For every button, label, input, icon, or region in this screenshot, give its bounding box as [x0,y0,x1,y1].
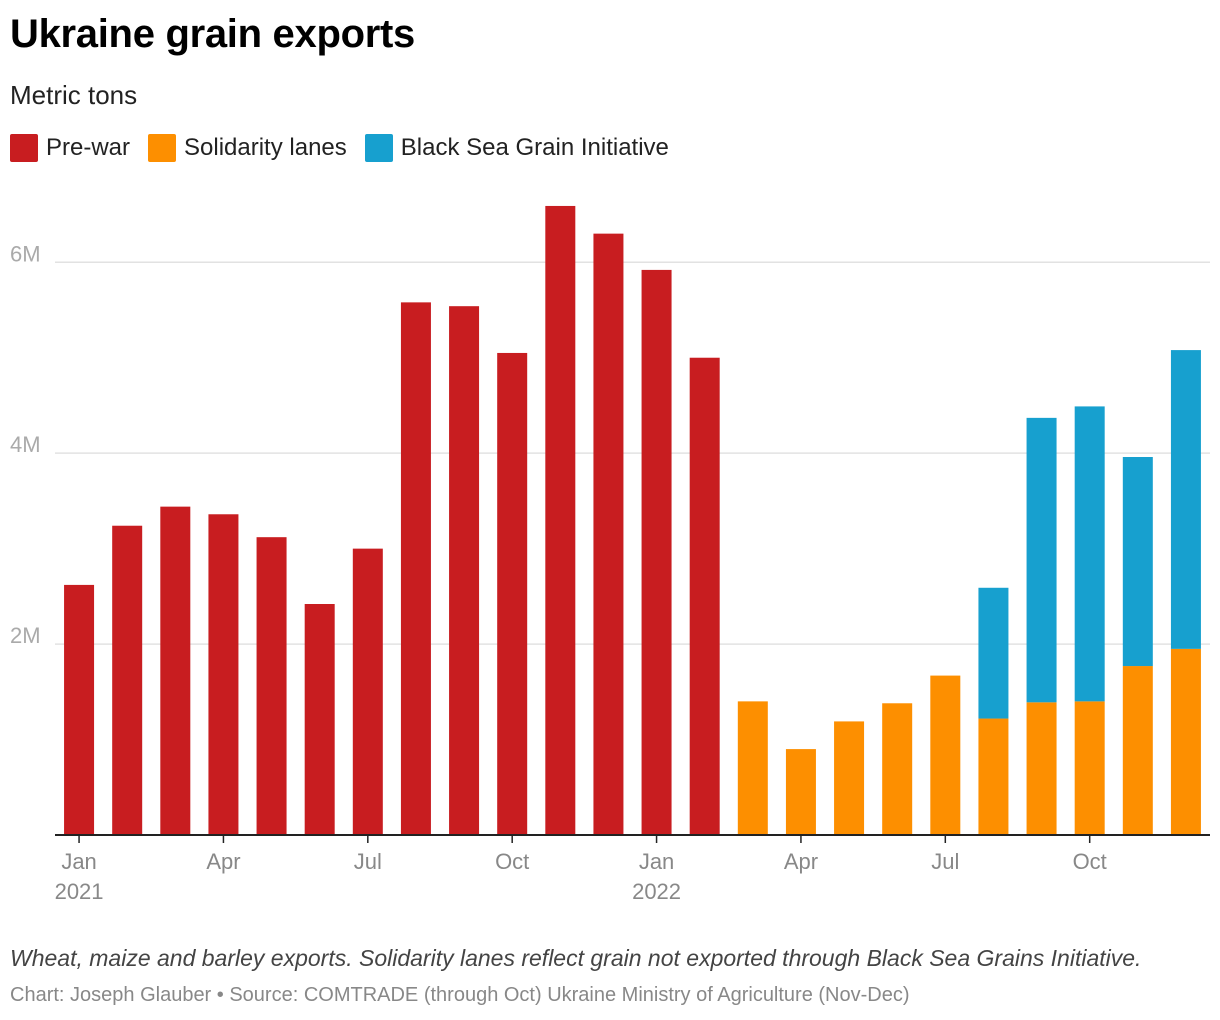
bar-prewar-2022-02[interactable] [689,357,720,835]
x-tick-label-oct: Oct [495,849,529,874]
bar-solidarity-2022-08[interactable] [978,718,1009,835]
bar-prewar-2021-12[interactable] [593,233,624,836]
bar-prewar-2021-06[interactable] [304,604,335,835]
x-tick-label-jul: Jul [354,849,382,874]
y-tick-label-2M: 2M [10,623,41,648]
x-tick-label-jan: Jan [639,849,674,874]
y-tick-label-4M: 4M [10,432,41,457]
legend-item-solidarity-lanes[interactable]: Solidarity lanes [148,134,347,162]
bar-prewar-2021-11[interactable] [545,205,576,836]
bars [64,205,1201,836]
gridlines [55,261,1210,645]
bar-solidarity-2022-12[interactable] [1170,648,1201,835]
x-axis-labels: Jan 2021 Apr Jul Oct Jan 2022 Apr Jul Oct [55,835,1107,904]
x-tick-label-apr: Apr [206,849,240,874]
bar-blacksea-2022-10[interactable] [1074,406,1105,702]
legend-swatch-solidarity-lanes [148,134,177,162]
x-tick-label-oct: Oct [1073,849,1107,874]
bar-prewar-2021-04[interactable] [208,514,239,835]
bar-solidarity-2022-07[interactable] [930,675,961,835]
bar-prewar-2021-07[interactable] [352,548,383,835]
chart-credit: Chart: Joseph Glauber • Source: COMTRADE… [10,984,910,1006]
x-tick-label-jan: Jan [61,849,96,874]
legend-label-pre-war: Pre-war [46,134,131,161]
legend-label-solidarity-lanes: Solidarity lanes [184,134,347,161]
legend-item-black-sea-grain-initiative[interactable]: Black Sea Grain Initiative [364,134,669,162]
bar-solidarity-2022-09[interactable] [1026,702,1057,835]
bar-solidarity-2022-05[interactable] [834,721,865,835]
y-axis-labels: 2M 4M 6M [10,241,41,648]
bar-prewar-2021-01[interactable] [64,584,95,835]
bar-prewar-2021-03[interactable] [160,506,191,835]
chart-note: Wheat, maize and barley exports. Solidar… [10,945,1142,971]
x-tick-label-apr: Apr [784,849,818,874]
x-tick-year-2022: 2022 [632,879,681,904]
bar-solidarity-2022-03[interactable] [737,701,768,835]
bar-solidarity-2022-06[interactable] [882,703,913,835]
legend-swatch-pre-war [10,134,38,162]
chart-legend: Pre-war Solidarity lanes Black Sea Grain… [10,134,687,162]
bar-prewar-2021-10[interactable] [497,352,528,835]
legend-swatch-black-sea-grain-initiative [364,134,393,162]
bar-blacksea-2022-12[interactable] [1170,350,1201,649]
legend-item-pre-war[interactable]: Pre-war [10,134,130,162]
bar-prewar-2022-01[interactable] [641,269,672,836]
chart-title: Ukraine grain exports [10,12,415,56]
chart-subtitle: Metric tons [10,80,138,110]
x-tick-year-2021: 2021 [55,879,104,904]
bar-prewar-2021-09[interactable] [449,306,480,835]
bar-prewar-2021-05[interactable] [256,537,287,835]
x-tick-label-jul: Jul [931,849,959,874]
bar-solidarity-2022-10[interactable] [1074,701,1105,835]
bar-blacksea-2022-11[interactable] [1122,457,1153,667]
bar-solidarity-2022-04[interactable] [785,749,816,835]
bar-prewar-2021-02[interactable] [112,525,143,835]
bar-prewar-2021-08[interactable] [400,302,431,835]
chart-plot-area: 2M 4M 6M Jan 2021 Apr Jul Oct Jan 2022 Apr Jul Oct [10,205,1210,904]
bar-solidarity-2022-11[interactable] [1122,666,1153,835]
bar-blacksea-2022-09[interactable] [1026,417,1057,703]
legend-label-black-sea-grain-initiative: Black Sea Grain Initiative [400,134,669,161]
bar-blacksea-2022-08[interactable] [978,587,1009,719]
y-tick-label-6M: 6M [10,241,41,266]
